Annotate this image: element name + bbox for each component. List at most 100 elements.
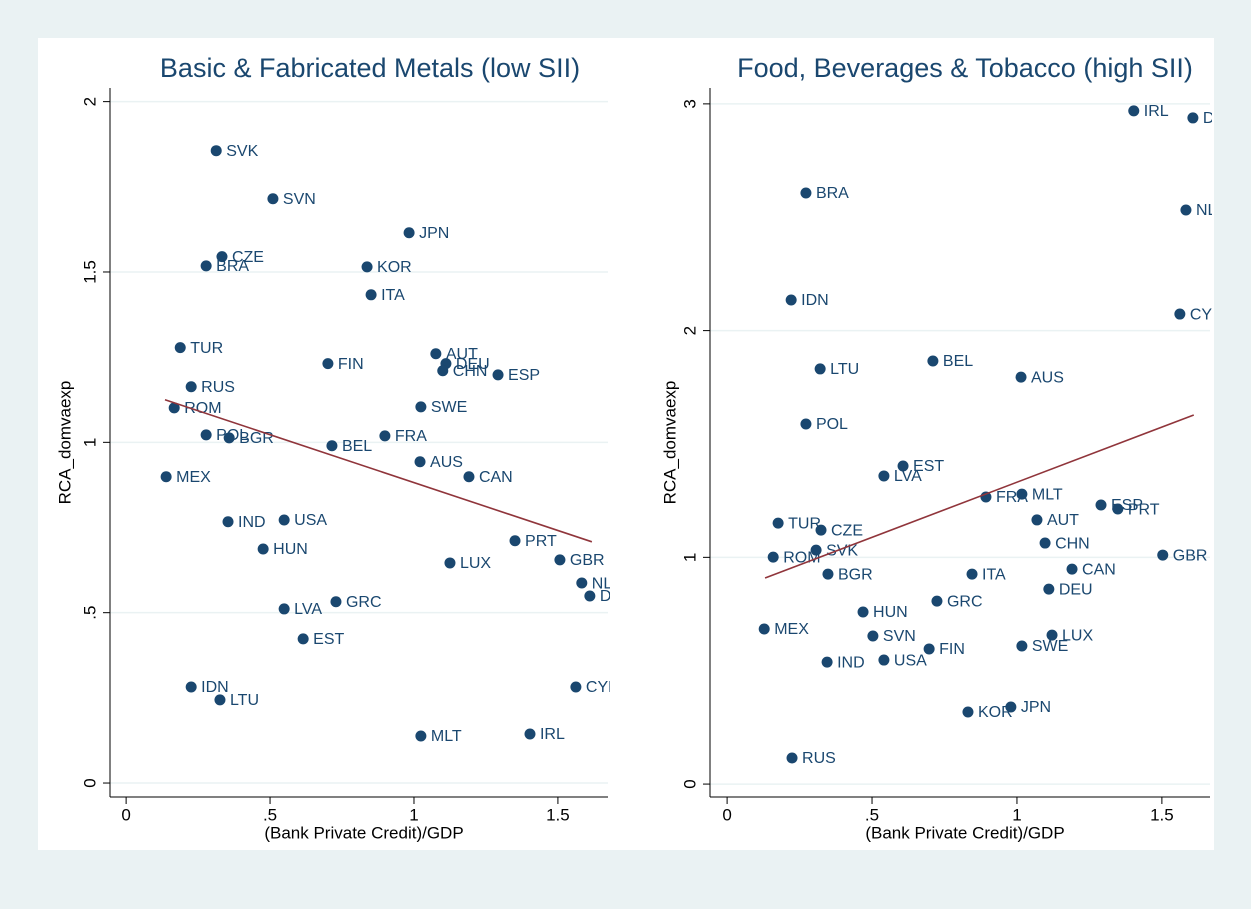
point (1112, 503, 1124, 515)
point (437, 365, 449, 377)
point (785, 294, 797, 306)
y-tick-label: 1.5 (80, 260, 99, 284)
point-label: CYP (586, 679, 619, 696)
y-tick-label: 0 (680, 779, 699, 788)
point-label: AUT (1047, 512, 1079, 529)
point (867, 630, 879, 642)
point (1187, 112, 1199, 124)
point (1046, 629, 1058, 641)
point (430, 348, 442, 360)
point (267, 193, 279, 205)
point-label: TUR (788, 515, 821, 532)
point-label: JPN (419, 225, 449, 242)
point (576, 577, 588, 589)
point-label: MLT (1032, 486, 1063, 503)
point-label: KOR (377, 259, 412, 276)
x-tick-label: .5 (865, 805, 879, 824)
point-label: SWE (1032, 638, 1068, 655)
point-label: CZE (831, 522, 863, 539)
point-label: ITA (982, 566, 1006, 583)
point-label: DNK (1203, 110, 1237, 127)
point-label: LTU (830, 361, 859, 378)
point-label: ITA (381, 287, 405, 304)
x-tick-label: 0 (722, 805, 731, 824)
point (897, 460, 909, 472)
point (524, 728, 536, 740)
point-label: CHN (1055, 535, 1090, 552)
x-axis-label: (Bank Private Credit)/GDP (264, 823, 463, 842)
point-label: KOR (978, 704, 1013, 721)
point-label: BRA (816, 185, 849, 202)
point (326, 440, 338, 452)
point-label: FRA (996, 489, 1028, 506)
x-tick-label: 1 (409, 805, 418, 824)
point (570, 681, 582, 693)
y-axis-label: RCA_domvaexp (55, 381, 74, 505)
point-label: MEX (774, 621, 809, 638)
x-tick-label: 1.5 (1150, 805, 1174, 824)
point (322, 358, 334, 370)
point (1031, 514, 1043, 526)
point-label: NLD (1196, 202, 1228, 219)
fit-line (164, 398, 593, 543)
point (1043, 583, 1055, 595)
point (1005, 701, 1017, 713)
point (223, 432, 235, 444)
point-label: BGR (838, 566, 873, 583)
point-label: FIN (939, 641, 965, 658)
point (1066, 563, 1078, 575)
point (379, 430, 391, 442)
point (810, 544, 822, 556)
point (216, 251, 228, 263)
point-label: AUS (1031, 369, 1064, 386)
y-tick-label: 2 (80, 97, 99, 106)
point (174, 342, 186, 354)
point (278, 514, 290, 526)
point-label: SVN (283, 191, 316, 208)
point-label: GRC (947, 593, 983, 610)
point-label: GBR (1173, 547, 1208, 564)
y-tick-label: .5 (80, 606, 99, 620)
point (160, 471, 172, 483)
point-label: ROM (184, 400, 221, 417)
point (444, 557, 456, 569)
point (403, 227, 415, 239)
point-label: DNK (600, 588, 634, 605)
point (509, 535, 521, 547)
point (772, 517, 784, 529)
point (492, 369, 504, 381)
x-tick-label: .5 (263, 805, 277, 824)
point-label: BGR (239, 430, 274, 447)
point-label: MLT (431, 728, 462, 745)
point (365, 289, 377, 301)
point-label: FIN (338, 356, 364, 373)
point (278, 603, 290, 615)
point-label: GRC (346, 594, 382, 611)
point (214, 694, 226, 706)
point (297, 633, 309, 645)
point-label: BEL (342, 438, 372, 455)
point-label: IRL (1144, 103, 1169, 120)
point-label: CAN (1082, 561, 1116, 578)
point (800, 418, 812, 430)
point-label: CAN (479, 469, 513, 486)
point (923, 643, 935, 655)
point (1016, 488, 1028, 500)
point (584, 590, 596, 602)
point (1015, 371, 1027, 383)
point-label: LVA (894, 468, 922, 485)
point-label: IDN (801, 292, 829, 309)
point-label: SWE (431, 399, 467, 416)
chart-title: Food, Beverages & Tobacco (high SII) (737, 53, 1193, 83)
plot-area (38, 38, 1214, 850)
point-label: ROM (783, 549, 820, 566)
point (878, 654, 890, 666)
x-tick-label: 1 (1012, 805, 1021, 824)
point (414, 456, 426, 468)
point (415, 401, 427, 413)
point-label: IRL (540, 726, 565, 743)
point (200, 260, 212, 272)
point (1039, 537, 1051, 549)
